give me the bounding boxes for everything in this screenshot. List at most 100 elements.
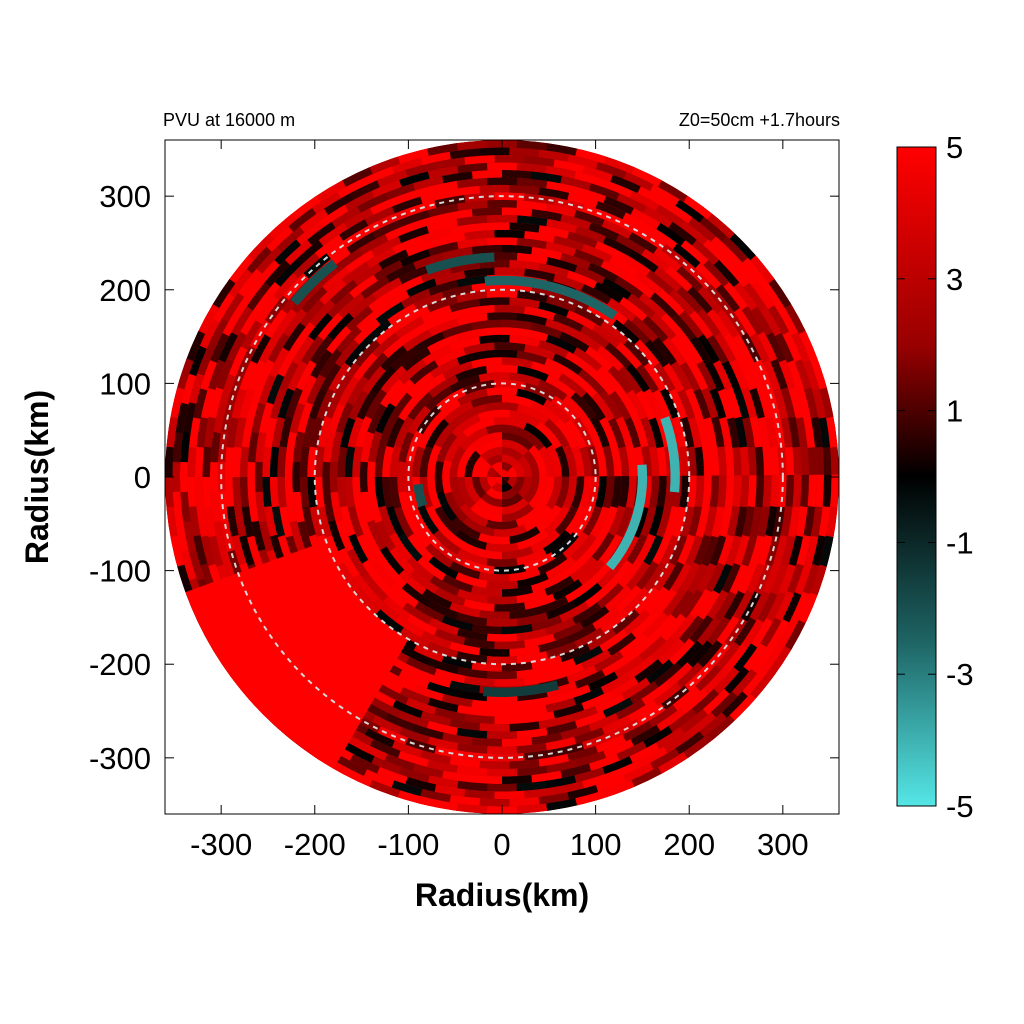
field-cell bbox=[516, 627, 549, 642]
field-cell bbox=[436, 491, 458, 523]
field-cell bbox=[378, 684, 411, 706]
field-cell bbox=[361, 352, 389, 382]
field-cell bbox=[679, 614, 705, 644]
field-cell bbox=[756, 386, 773, 420]
field-cell bbox=[346, 375, 369, 407]
field-cell bbox=[680, 687, 710, 714]
field-cell bbox=[588, 712, 621, 732]
field-cell bbox=[683, 733, 714, 759]
field-cell bbox=[382, 596, 413, 622]
field-cell bbox=[670, 311, 696, 341]
field-cell bbox=[637, 291, 667, 319]
field-cell bbox=[417, 556, 447, 582]
field-cell bbox=[455, 312, 488, 327]
field-cell bbox=[545, 697, 578, 713]
field-cell bbox=[479, 477, 492, 493]
field-cell bbox=[207, 359, 226, 393]
field-cell bbox=[829, 444, 839, 477]
field-cell bbox=[456, 803, 490, 814]
field-cell bbox=[398, 569, 428, 596]
field-cell bbox=[501, 439, 529, 456]
field-cell bbox=[634, 585, 661, 615]
field-cell bbox=[689, 587, 713, 618]
field-cell bbox=[732, 445, 742, 477]
field-cell bbox=[508, 410, 541, 428]
field-cell bbox=[686, 445, 697, 477]
field-cell bbox=[573, 225, 606, 244]
field-cell bbox=[299, 477, 310, 509]
field-cell bbox=[562, 394, 589, 423]
field-cell bbox=[370, 697, 403, 719]
field-cell bbox=[363, 319, 392, 346]
field-cell bbox=[440, 246, 473, 261]
field-cell bbox=[356, 234, 389, 257]
field-cell bbox=[663, 265, 693, 292]
field-cell bbox=[656, 505, 672, 538]
field-cell bbox=[599, 319, 629, 345]
field-cell bbox=[477, 222, 510, 232]
field-cell bbox=[502, 737, 535, 747]
field-cell bbox=[524, 593, 557, 610]
field-cell bbox=[554, 505, 579, 536]
field-cell bbox=[491, 462, 502, 472]
field-cell bbox=[343, 339, 370, 369]
field-cell bbox=[653, 560, 677, 592]
field-cell bbox=[241, 416, 255, 450]
field-cell bbox=[652, 587, 678, 617]
field-cell bbox=[362, 206, 395, 227]
field-cell bbox=[654, 660, 684, 688]
field-cell bbox=[619, 631, 649, 658]
field-cell bbox=[718, 415, 733, 448]
field-cell bbox=[421, 630, 453, 650]
field-cell bbox=[723, 642, 750, 673]
field-cell bbox=[704, 282, 731, 312]
field-cell bbox=[591, 531, 616, 562]
field-cell bbox=[780, 533, 796, 567]
field-cell bbox=[317, 416, 333, 449]
field-cell bbox=[582, 771, 616, 789]
field-cell bbox=[434, 628, 467, 646]
field-cell bbox=[566, 623, 598, 644]
negative-pv-arc bbox=[425, 252, 495, 275]
field-cell bbox=[634, 657, 665, 684]
field-cell bbox=[399, 727, 432, 745]
field-cell bbox=[566, 664, 599, 684]
field-features bbox=[185, 252, 680, 769]
field-cell bbox=[390, 196, 423, 215]
field-cell bbox=[394, 506, 415, 539]
field-cell bbox=[713, 665, 741, 695]
field-cell bbox=[426, 681, 460, 698]
field-cell bbox=[326, 312, 354, 342]
field-cell bbox=[471, 737, 504, 747]
field-cell bbox=[486, 708, 519, 717]
field-cell bbox=[401, 582, 432, 608]
field-cell bbox=[188, 345, 207, 379]
field-cell bbox=[516, 666, 549, 679]
field-cell bbox=[419, 305, 452, 324]
field-cell bbox=[514, 200, 547, 211]
field-cell bbox=[224, 447, 234, 479]
field-cell bbox=[508, 334, 541, 348]
field-cell bbox=[478, 533, 511, 545]
field-cell bbox=[607, 417, 626, 449]
field-cell bbox=[777, 616, 799, 649]
field-cell bbox=[826, 504, 838, 538]
field-cell bbox=[213, 520, 228, 554]
field-cell bbox=[398, 710, 431, 729]
field-cell bbox=[456, 727, 489, 739]
field-cell bbox=[675, 285, 703, 314]
field-cell bbox=[472, 455, 487, 478]
field-cell bbox=[773, 533, 789, 566]
field-cell bbox=[749, 589, 771, 621]
field-cell bbox=[515, 215, 548, 227]
field-cell bbox=[773, 330, 795, 363]
field-cell bbox=[310, 266, 339, 293]
field-cell bbox=[410, 175, 444, 191]
field-cell bbox=[209, 332, 230, 365]
field-cell bbox=[740, 385, 758, 419]
field-cell bbox=[717, 475, 727, 508]
field-cell bbox=[271, 416, 285, 450]
field-cell bbox=[334, 339, 360, 369]
field-cell bbox=[803, 385, 819, 419]
field-cell bbox=[625, 362, 650, 393]
